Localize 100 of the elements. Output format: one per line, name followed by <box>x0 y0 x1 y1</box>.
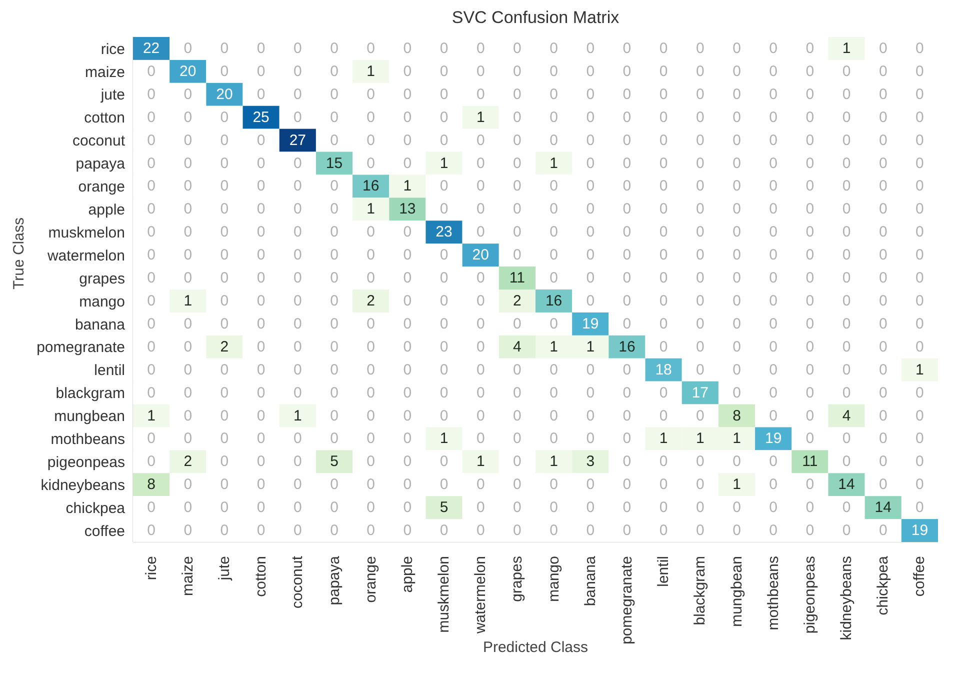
data-label: 0 <box>550 246 558 264</box>
data-label: 0 <box>440 384 448 402</box>
data-label: 0 <box>732 246 741 264</box>
data-label: 0 <box>916 200 924 218</box>
data-label: 0 <box>366 522 376 540</box>
data-label: 1 <box>732 430 741 448</box>
data-label: 0 <box>806 224 814 241</box>
data-label: 0 <box>403 246 412 264</box>
data-label: 1 <box>659 430 668 448</box>
data-label: 0 <box>916 246 924 264</box>
data-label: 0 <box>622 224 632 241</box>
data-label: 0 <box>330 407 338 424</box>
data-label: 0 <box>842 224 851 241</box>
data-label: 0 <box>440 453 448 470</box>
data-label: 0 <box>256 200 266 218</box>
data-label: 0 <box>256 154 266 172</box>
x-tick-label: maize <box>179 556 196 596</box>
data-label: 0 <box>769 292 778 310</box>
data-label: 0 <box>586 86 595 103</box>
data-label: 0 <box>403 292 412 310</box>
data-label: 0 <box>659 407 668 424</box>
data-label: 0 <box>256 499 266 516</box>
data-label: 0 <box>769 40 778 57</box>
data-label: 0 <box>916 384 924 402</box>
data-label: 0 <box>440 246 448 264</box>
data-label: 0 <box>586 407 595 424</box>
data-label: 1 <box>550 338 558 356</box>
data-label: 0 <box>696 453 704 470</box>
data-label: 0 <box>916 430 924 448</box>
data-label: 0 <box>806 132 814 149</box>
data-label: 0 <box>732 453 741 470</box>
data-label: 0 <box>256 246 266 264</box>
data-label: 0 <box>586 499 595 516</box>
data-label: 0 <box>184 361 192 378</box>
data-label: 5 <box>440 499 448 516</box>
data-label: 20 <box>216 86 233 103</box>
data-label: 0 <box>916 315 924 332</box>
data-label: 0 <box>330 522 338 540</box>
x-tick-label: kidneybeans <box>838 556 856 640</box>
data-label: 0 <box>586 224 595 241</box>
data-label: 0 <box>330 361 338 378</box>
data-label: 0 <box>440 200 448 218</box>
data-label: 0 <box>732 224 741 241</box>
data-label: 4 <box>513 338 522 356</box>
data-label: 0 <box>696 499 704 516</box>
data-label: 1 <box>476 453 485 470</box>
data-label: 0 <box>476 384 485 402</box>
data-label: 0 <box>878 246 888 264</box>
data-label: 0 <box>732 40 741 57</box>
data-label: 0 <box>806 62 814 80</box>
data-label: 0 <box>696 154 704 172</box>
data-label: 0 <box>513 62 522 80</box>
data-label: 0 <box>330 178 338 195</box>
data-label: 0 <box>220 270 229 287</box>
data-label: 0 <box>220 476 229 494</box>
data-label: 0 <box>293 361 302 378</box>
data-label: 0 <box>806 40 814 57</box>
data-label: 0 <box>256 338 266 356</box>
x-axis-title: Predicted Class <box>482 639 588 656</box>
data-label: 8 <box>147 476 156 494</box>
data-label: 0 <box>769 132 778 149</box>
y-tick-label: cotton <box>84 110 125 127</box>
data-label: 0 <box>440 40 448 57</box>
data-label: 0 <box>659 476 668 494</box>
data-label: 5 <box>330 453 338 470</box>
data-label: 0 <box>147 154 156 172</box>
data-label: 0 <box>916 476 924 494</box>
data-label: 0 <box>293 86 302 103</box>
data-label: 0 <box>878 178 888 195</box>
data-label: 0 <box>550 315 558 332</box>
data-label: 0 <box>806 270 814 287</box>
data-label: 0 <box>293 338 302 356</box>
x-tick-label: cotton <box>252 556 270 597</box>
y-tick-label: lentil <box>94 362 125 380</box>
data-label: 0 <box>622 246 632 264</box>
data-label: 0 <box>513 315 522 332</box>
data-label: 0 <box>732 154 741 172</box>
data-label: 0 <box>147 224 156 241</box>
data-label: 0 <box>659 40 668 57</box>
data-label: 0 <box>256 292 266 310</box>
data-label: 0 <box>256 453 266 470</box>
data-label: 0 <box>550 430 558 448</box>
data-label: 1 <box>732 476 741 494</box>
data-label: 0 <box>842 292 851 310</box>
data-label: 0 <box>476 407 485 424</box>
data-label: 0 <box>184 476 192 494</box>
data-label: 0 <box>184 315 192 332</box>
data-label: 0 <box>732 338 741 356</box>
data-label: 0 <box>622 292 632 310</box>
data-label: 0 <box>806 315 814 332</box>
data-label: 0 <box>184 430 192 448</box>
data-label: 0 <box>403 62 412 80</box>
data-label: 0 <box>769 224 778 241</box>
data-label: 0 <box>916 108 924 126</box>
data-label: 0 <box>366 361 376 378</box>
data-label: 0 <box>147 200 156 218</box>
data-label: 0 <box>476 154 485 172</box>
data-label: 0 <box>696 522 704 540</box>
data-label: 27 <box>289 132 306 149</box>
data-label: 0 <box>696 200 704 218</box>
